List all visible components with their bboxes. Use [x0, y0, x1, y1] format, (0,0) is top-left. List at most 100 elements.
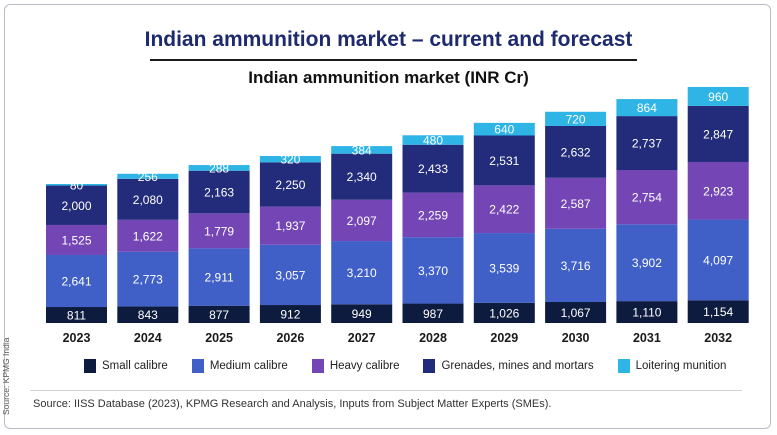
title-underline — [150, 59, 637, 61]
source-note: Source: IISS Database (2023), KPMG Resea… — [33, 398, 552, 410]
value-label: 3,902 — [632, 256, 662, 270]
legend-swatch — [617, 359, 630, 373]
value-label: 3,370 — [418, 264, 448, 278]
bar-heavy-calibre-2025 — [188, 213, 250, 249]
value-label: 1,110 — [632, 306, 661, 320]
bar-grenades-mines-and-mortars-2025 — [188, 170, 250, 214]
page-title: Indian ammunition market – current and f… — [144, 28, 633, 51]
value-label: 877 — [209, 308, 229, 322]
value-label: 2,080 — [133, 193, 163, 207]
legend-label: Grenades, mines and mortars — [441, 360, 594, 372]
bar-grenades-mines-and-mortars-2031 — [616, 116, 678, 171]
bar-grenades-mines-and-mortars-2028 — [402, 144, 464, 193]
bar-grenades-mines-and-mortars-2032 — [687, 105, 749, 162]
legend-item: Loitering munition — [617, 359, 726, 373]
bar-loitering-munition-2027 — [331, 146, 393, 154]
value-label: 288 — [209, 161, 229, 175]
value-label: 843 — [138, 308, 158, 322]
value-label: 987 — [423, 307, 443, 321]
chart-frame — [4, 4, 771, 429]
bar-medium-calibre-2025 — [188, 248, 250, 306]
value-label: 2,531 — [489, 154, 519, 168]
x-tick-label: 2027 — [348, 331, 376, 345]
value-label: 2,754 — [632, 191, 662, 205]
legend-label: Heavy calibre — [329, 360, 400, 372]
value-label: 256 — [138, 170, 158, 184]
legend-swatch — [84, 359, 96, 373]
bar-grenades-mines-and-mortars-2030 — [545, 125, 607, 178]
value-label: 2,587 — [561, 197, 591, 211]
bar-small-calibre-2029 — [473, 302, 535, 323]
value-label: 80 — [70, 178, 84, 192]
x-tick-label: 2029 — [490, 331, 518, 345]
bar-loitering-munition-2032 — [687, 86, 749, 106]
legend-swatch — [311, 359, 324, 373]
bar-heavy-calibre-2023 — [46, 224, 107, 255]
value-label: 912 — [280, 308, 300, 322]
x-tick-label: 2025 — [205, 331, 233, 345]
bar-small-calibre-2032 — [687, 300, 749, 323]
value-label: 3,716 — [561, 259, 591, 273]
bar-small-calibre-2026 — [259, 305, 321, 323]
value-label: 960 — [708, 90, 728, 104]
value-label: 384 — [352, 143, 372, 157]
legend-item: Small calibre — [84, 359, 168, 373]
bar-loitering-munition-2024 — [117, 173, 179, 179]
value-label: 2,911 — [205, 271, 234, 285]
bar-heavy-calibre-2027 — [331, 199, 393, 242]
value-label: 2,632 — [561, 145, 591, 159]
value-label: 1,937 — [275, 219, 305, 233]
bar-grenades-mines-and-mortars-2027 — [331, 153, 393, 200]
x-tick-label: 2030 — [562, 331, 590, 345]
legend-item: Grenades, mines and mortars — [423, 359, 594, 373]
bar-loitering-munition-2031 — [616, 99, 678, 117]
value-label: 2,000 — [61, 199, 91, 213]
legend-swatch — [423, 359, 436, 373]
bar-loitering-munition-2025 — [188, 165, 250, 171]
bar-small-calibre-2025 — [188, 305, 250, 323]
value-label: 640 — [494, 123, 514, 137]
bar-grenades-mines-and-mortars-2023 — [46, 185, 107, 225]
value-label: 320 — [280, 153, 300, 167]
value-label: 3,210 — [347, 266, 377, 280]
value-label: 2,097 — [347, 214, 377, 228]
value-label: 4,097 — [703, 253, 733, 267]
bar-loitering-munition-2029 — [473, 122, 535, 136]
value-label: 2,641 — [61, 275, 91, 289]
value-label: 2,773 — [133, 273, 163, 287]
value-label: 480 — [423, 134, 443, 148]
bar-medium-calibre-2030 — [545, 228, 607, 302]
value-label: 2,433 — [418, 162, 448, 176]
value-label: 1,622 — [133, 229, 163, 243]
bar-medium-calibre-2032 — [687, 219, 749, 301]
bar-loitering-munition-2030 — [545, 111, 607, 126]
bar-medium-calibre-2026 — [259, 244, 321, 306]
value-label: 2,259 — [418, 208, 448, 222]
bar-loitering-munition-2028 — [402, 135, 464, 145]
bar-medium-calibre-2029 — [473, 233, 535, 303]
bar-medium-calibre-2023 — [46, 255, 107, 308]
chart-title: Indian ammunition market (INR Cr) — [248, 68, 529, 87]
bar-small-calibre-2030 — [545, 301, 607, 323]
chart-legend: Small calibre Medium calibre Heavy calibre… — [84, 355, 750, 377]
bar-heavy-calibre-2032 — [687, 161, 749, 220]
bar-grenades-mines-and-mortars-2026 — [259, 162, 321, 207]
x-tick-label: 2024 — [134, 331, 162, 345]
value-label: 2,737 — [632, 137, 662, 151]
bar-small-calibre-2028 — [402, 303, 464, 323]
bar-small-calibre-2023 — [46, 307, 107, 323]
value-label: 2,923 — [703, 184, 733, 198]
value-label: 2,847 — [703, 127, 733, 141]
bar-medium-calibre-2031 — [616, 224, 678, 302]
side-source-note: Source: KPMG India — [1, 337, 11, 415]
bar-medium-calibre-2024 — [117, 251, 179, 307]
value-label: 1,026 — [489, 306, 519, 320]
value-label: 2,422 — [489, 203, 519, 217]
x-tick-label: 2028 — [419, 331, 447, 345]
value-label: 1,779 — [204, 224, 234, 238]
legend-item: Medium calibre — [191, 359, 288, 373]
bar-grenades-mines-and-mortars-2024 — [117, 178, 179, 220]
value-label: 3,539 — [489, 261, 519, 275]
bar-loitering-munition-2023 — [46, 183, 107, 186]
value-label: 720 — [566, 112, 586, 126]
